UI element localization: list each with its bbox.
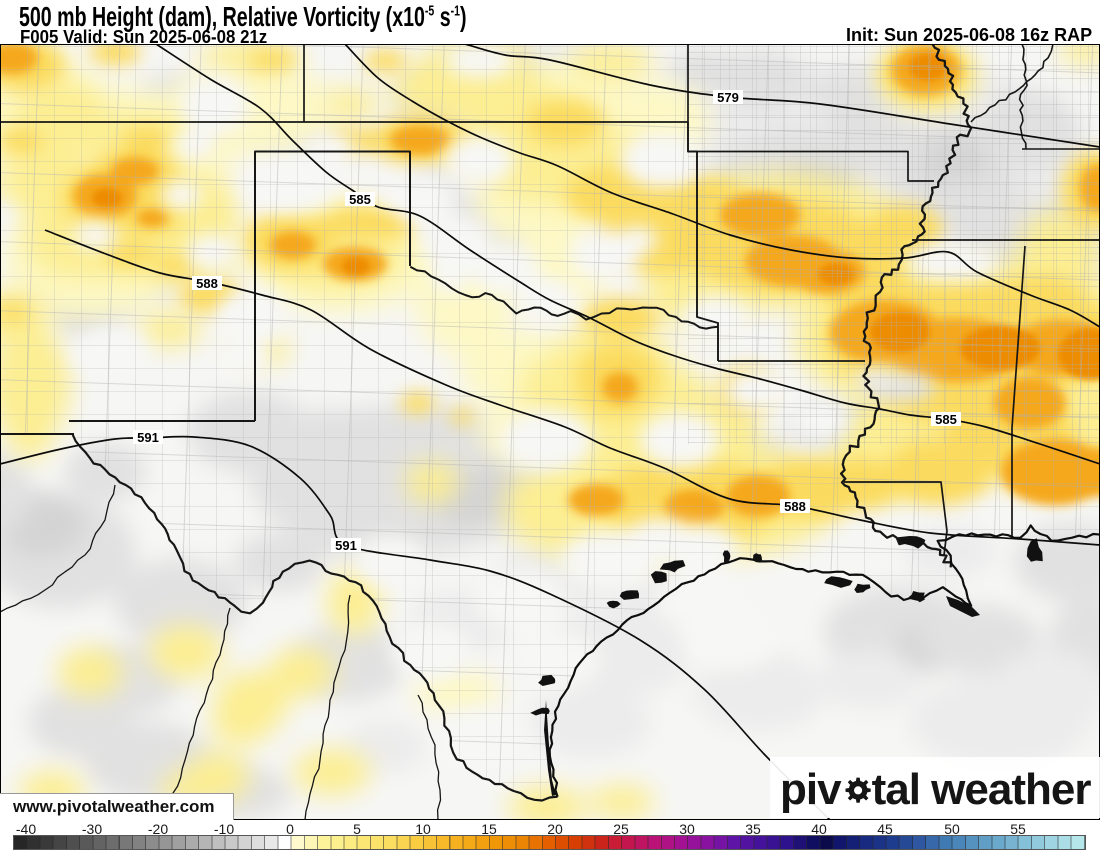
svg-text:591: 591 — [137, 430, 159, 445]
svg-text:585: 585 — [349, 192, 371, 207]
svg-text:588: 588 — [196, 276, 218, 291]
svg-text:591: 591 — [335, 538, 357, 553]
svg-text:579: 579 — [717, 90, 739, 105]
svg-text:588: 588 — [784, 499, 806, 514]
svg-text:585: 585 — [935, 412, 957, 427]
